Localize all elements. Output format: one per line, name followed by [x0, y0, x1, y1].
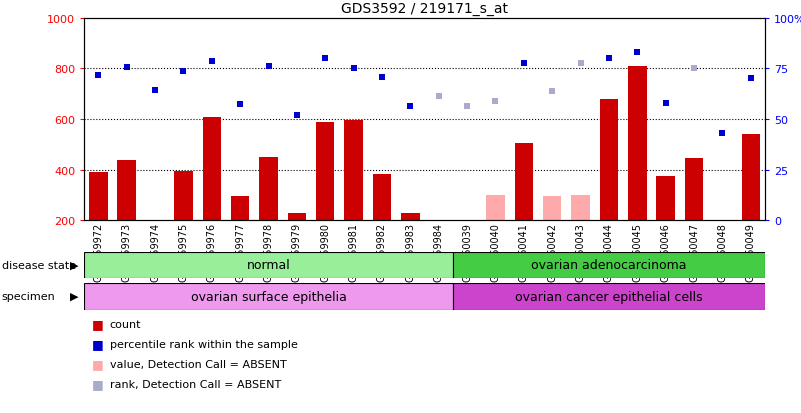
- Bar: [453, 252, 765, 279]
- Text: ▶: ▶: [70, 291, 78, 301]
- Title: GDS3592 / 219171_s_at: GDS3592 / 219171_s_at: [341, 2, 508, 16]
- Text: normal: normal: [247, 259, 291, 272]
- Bar: [429, 221, 448, 236]
- Text: ■: ■: [92, 337, 104, 351]
- Bar: [316, 122, 335, 221]
- Bar: [146, 221, 164, 241]
- Text: ■: ■: [92, 357, 104, 370]
- Bar: [260, 158, 278, 221]
- Bar: [203, 117, 221, 221]
- Bar: [742, 135, 760, 221]
- Bar: [713, 221, 731, 241]
- Text: specimen: specimen: [2, 291, 55, 301]
- Bar: [231, 197, 249, 221]
- Bar: [486, 196, 505, 221]
- Bar: [344, 121, 363, 221]
- Bar: [84, 252, 453, 279]
- Text: disease state: disease state: [2, 260, 76, 271]
- Text: ovarian adenocarcinoma: ovarian adenocarcinoma: [531, 259, 686, 272]
- Bar: [288, 214, 306, 221]
- Text: rank, Detection Call = ABSENT: rank, Detection Call = ABSENT: [110, 379, 281, 389]
- Text: ovarian cancer epithelial cells: ovarian cancer epithelial cells: [515, 290, 702, 303]
- Bar: [657, 177, 675, 221]
- Bar: [458, 221, 477, 236]
- Bar: [514, 144, 533, 221]
- Bar: [401, 214, 420, 221]
- Bar: [543, 197, 562, 221]
- Bar: [453, 283, 765, 310]
- Bar: [571, 196, 590, 221]
- Text: count: count: [110, 319, 141, 329]
- Bar: [685, 159, 703, 221]
- Bar: [84, 283, 453, 310]
- Bar: [372, 174, 391, 221]
- Bar: [174, 172, 192, 221]
- Bar: [118, 160, 136, 221]
- Text: percentile rank within the sample: percentile rank within the sample: [110, 339, 298, 349]
- Text: value, Detection Call = ABSENT: value, Detection Call = ABSENT: [110, 359, 287, 369]
- Bar: [89, 173, 107, 221]
- Text: ovarian surface epithelia: ovarian surface epithelia: [191, 290, 347, 303]
- Text: ■: ■: [92, 377, 104, 390]
- Text: ■: ■: [92, 318, 104, 331]
- Bar: [600, 100, 618, 221]
- Text: ▶: ▶: [70, 260, 78, 271]
- Bar: [628, 66, 646, 221]
